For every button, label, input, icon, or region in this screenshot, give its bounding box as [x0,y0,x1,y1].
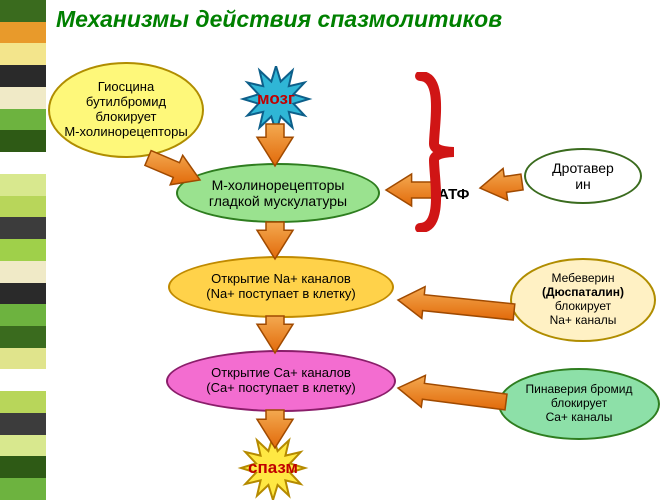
txt: гладкой мускулатуры [209,193,347,209]
txt: Открытие Na+ каналов [206,272,356,287]
txt: блокирует [526,397,633,411]
txt: Ca+ каналы [526,411,633,425]
node-spasm-label: спазм [248,458,298,478]
txt: Мебеверин [542,272,624,286]
node-hyoscine: Гиосцина бутилбромид блокирует М-холинор… [48,62,204,158]
txt: Открытие Ca+ каналов [206,366,356,381]
txt: (Дюспаталин) [542,286,624,300]
node-ca-channels: Открытие Ca+ каналов (Ca+ поступает в кл… [166,350,396,412]
page-title: Механизмы действия спазмолитиков [56,6,502,33]
node-na-channels: Открытие Na+ каналов (Na+ поступает в кл… [168,256,394,318]
node-pinaverium: Пинаверия бромид блокирует Ca+ каналы [498,368,660,440]
txt: М-холинорецепторы [64,125,187,140]
node-drotaverin: Дротавер ин [524,148,642,204]
txt: блокирует [542,300,624,314]
node-brain-label: мозг [257,89,295,109]
decorative-sidebar [0,0,46,500]
txt: Гиосцина [64,80,187,95]
node-receptors: М-холинорецепторы гладкой мускулатуры [176,163,380,223]
txt: ин [552,176,614,192]
txt: (Ca+ поступает в клетку) [206,381,356,396]
txt: бутилбромид [64,95,187,110]
txt: М-холинорецепторы [209,177,347,193]
node-brain: мозг [226,66,326,132]
node-spasm: спазм [218,436,328,500]
brace-icon [410,72,458,232]
txt: (Na+ поступает в клетку) [206,287,356,302]
txt: Na+ каналы [542,314,624,328]
txt: Дротавер [552,160,614,176]
txt: Пинаверия бромид [526,383,633,397]
node-mebeverin: Мебеверин (Дюспаталин) блокирует Na+ кан… [510,258,656,342]
txt: блокирует [64,110,187,125]
